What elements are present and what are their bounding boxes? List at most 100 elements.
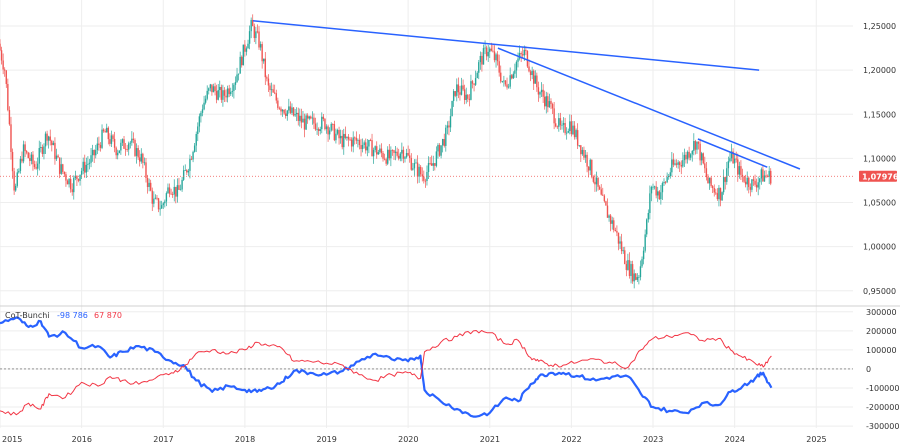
candle-body — [288, 106, 290, 111]
candle-body — [209, 84, 212, 89]
price-tag-text: 1,07976 — [862, 172, 899, 181]
candle-body — [233, 84, 235, 91]
candle-body — [87, 163, 89, 165]
trendline[interactable] — [697, 138, 768, 168]
candle-body — [456, 84, 458, 96]
candle-body — [104, 131, 106, 133]
candle-body — [504, 80, 507, 85]
candle-body — [624, 250, 626, 265]
candle-body — [27, 152, 29, 159]
indicator-value-red: 67 870 — [94, 311, 122, 320]
candle-body — [449, 116, 452, 128]
candle-body — [536, 75, 538, 88]
candle-body — [361, 145, 364, 149]
candle-body — [423, 176, 425, 181]
candle-body — [635, 273, 637, 280]
candle-body — [424, 180, 427, 182]
candle-body — [387, 149, 389, 164]
current-price-tag: 1,07976 — [859, 170, 899, 182]
candle-body — [46, 133, 48, 141]
candle-body — [124, 148, 127, 150]
candle-body — [547, 96, 549, 108]
candle-body — [658, 191, 660, 200]
candle-body — [729, 158, 731, 162]
candle-body — [321, 116, 323, 130]
candle-body — [299, 115, 301, 121]
candle-body — [554, 123, 557, 127]
candle-body — [526, 51, 529, 67]
candle-body — [671, 159, 673, 173]
time-tick-label: 2020 — [398, 435, 418, 444]
candle-body — [112, 135, 114, 139]
indicator-tick-label: -300000 — [866, 422, 899, 431]
candle-body — [490, 48, 493, 51]
candle-body — [324, 118, 326, 130]
candle-body — [766, 176, 769, 177]
candle-body — [274, 92, 276, 94]
candle-body — [762, 169, 764, 182]
candles — [0, 14, 772, 289]
price-tag-bg — [859, 170, 897, 182]
candle-body — [377, 152, 380, 155]
candle-body — [203, 102, 205, 110]
candle-body — [597, 177, 599, 187]
candle-body — [454, 91, 456, 96]
candle-body — [316, 128, 318, 130]
candle-body — [278, 107, 281, 109]
candle-body — [402, 149, 405, 159]
trendline[interactable] — [252, 20, 760, 71]
candle-body — [200, 112, 202, 117]
candle-body — [430, 163, 433, 166]
candle-body — [101, 129, 103, 148]
indicator-line-blue — [0, 316, 773, 418]
trendline[interactable] — [497, 47, 801, 170]
candle-body — [237, 73, 240, 75]
candle-body — [751, 179, 753, 190]
candle-body — [234, 82, 237, 85]
candle-body — [343, 133, 345, 148]
candle-body — [592, 176, 595, 182]
candle-body — [644, 234, 646, 251]
candle-body — [259, 44, 262, 48]
candle-body — [36, 163, 39, 169]
candle-body — [631, 264, 634, 282]
candle-body — [181, 179, 183, 190]
candle-body — [223, 90, 226, 96]
candle-body — [54, 142, 56, 160]
candle-body — [759, 178, 761, 183]
candle-body — [333, 124, 336, 141]
candle-body — [463, 89, 466, 100]
candle-body — [460, 85, 463, 95]
candle-body — [396, 151, 398, 156]
candle-body — [744, 181, 747, 185]
candle-body — [366, 146, 369, 151]
candle-body — [768, 170, 770, 177]
candle-body — [289, 106, 292, 113]
candle-body — [182, 170, 185, 180]
candle-body — [451, 100, 453, 117]
candle-body — [142, 153, 144, 163]
candle-body — [757, 182, 759, 188]
candle-body — [170, 193, 172, 195]
candle-body — [211, 84, 213, 93]
candle-body — [167, 187, 169, 194]
grid — [0, 0, 853, 428]
candle-body — [264, 58, 266, 78]
candle-body — [576, 130, 579, 146]
indicator-tick-label: -100000 — [866, 384, 899, 393]
candle-body — [226, 88, 229, 98]
candle-body — [511, 75, 513, 79]
candle-body — [18, 170, 20, 173]
candle-body — [248, 31, 251, 44]
time-tick-label: 2016 — [72, 435, 92, 444]
candle-body — [236, 74, 238, 83]
candle-body — [120, 142, 122, 151]
candle-body — [68, 178, 70, 185]
candle-body — [657, 191, 659, 196]
candle-body — [151, 190, 153, 204]
candle-body — [280, 108, 282, 112]
candle-body — [98, 143, 100, 146]
candle-body — [294, 114, 296, 116]
time-tick-label: 2017 — [153, 435, 173, 444]
candle-body — [434, 163, 436, 166]
